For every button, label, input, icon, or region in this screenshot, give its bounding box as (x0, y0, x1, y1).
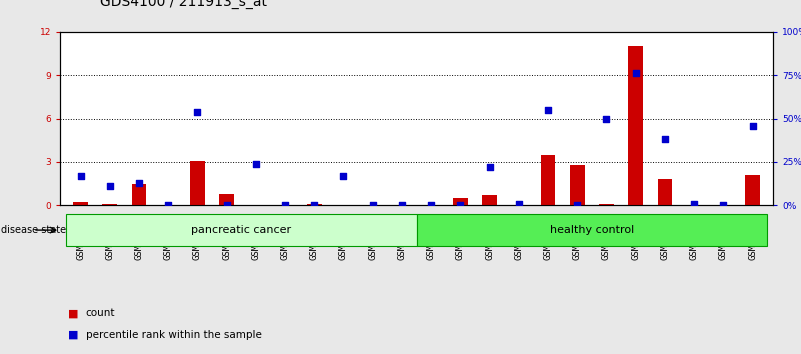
Text: GSM356796: GSM356796 (76, 212, 85, 261)
Point (541, 107, 554, 113)
Text: GSM356802: GSM356802 (252, 212, 260, 261)
Text: GSM356801: GSM356801 (222, 212, 231, 261)
Bar (453, 198, 468, 205)
Text: GSM356819: GSM356819 (748, 212, 757, 261)
Point (425, 202, 437, 208)
Point (600, 116, 613, 121)
Text: GSM356810: GSM356810 (485, 212, 494, 261)
Bar (658, 179, 672, 205)
Point (571, 202, 584, 208)
Bar (628, 46, 643, 205)
Bar (417, 214, 767, 246)
Point (337, 173, 350, 179)
Text: GSM356808: GSM356808 (427, 212, 436, 261)
Text: GSM356804: GSM356804 (310, 212, 319, 261)
Text: GSM356803: GSM356803 (280, 212, 289, 261)
Bar (190, 160, 205, 205)
Text: GSM356797: GSM356797 (105, 212, 115, 261)
Bar (570, 165, 585, 205)
Text: ■: ■ (68, 330, 78, 339)
Bar (482, 195, 497, 205)
Point (132, 180, 145, 185)
Text: percentile rank within the sample: percentile rank within the sample (86, 330, 262, 339)
Text: healthy control: healthy control (549, 225, 634, 235)
Point (746, 123, 759, 129)
Text: count: count (86, 308, 115, 318)
Point (658, 137, 671, 142)
Bar (219, 194, 234, 205)
Text: ■: ■ (68, 308, 78, 318)
Point (220, 202, 233, 208)
Point (191, 109, 203, 114)
Point (74, 173, 87, 179)
Point (630, 71, 642, 76)
Text: GSM356811: GSM356811 (514, 212, 523, 261)
Text: GSM356815: GSM356815 (631, 212, 640, 261)
Text: GSM356818: GSM356818 (718, 212, 728, 261)
Point (249, 161, 262, 166)
Text: GSM356798: GSM356798 (135, 212, 143, 261)
Text: GSM356816: GSM356816 (660, 212, 670, 261)
Text: GSM356800: GSM356800 (193, 212, 202, 261)
Text: GSM356814: GSM356814 (602, 212, 611, 261)
Point (103, 183, 116, 189)
Point (396, 202, 409, 208)
Text: GSM356813: GSM356813 (573, 212, 582, 261)
Text: GSM356809: GSM356809 (456, 212, 465, 261)
Bar (73, 202, 88, 205)
Point (483, 164, 496, 170)
Point (162, 202, 175, 208)
Point (308, 202, 320, 208)
Text: GSM356812: GSM356812 (544, 212, 553, 261)
Bar (307, 204, 321, 205)
Point (279, 202, 292, 208)
Text: disease state: disease state (1, 225, 66, 235)
Bar (745, 175, 760, 205)
Point (688, 201, 701, 206)
Text: GSM356799: GSM356799 (163, 212, 173, 261)
Point (717, 202, 730, 208)
Bar (541, 155, 555, 205)
Text: GSM356817: GSM356817 (690, 212, 698, 261)
Text: GSM356806: GSM356806 (368, 212, 377, 261)
Bar (103, 204, 117, 205)
Text: GSM356807: GSM356807 (397, 212, 406, 261)
Point (366, 202, 379, 208)
Bar (66, 214, 417, 246)
Point (513, 201, 525, 206)
Bar (131, 184, 147, 205)
Text: GSM356805: GSM356805 (339, 212, 348, 261)
Point (454, 202, 467, 208)
Text: GDS4100 / 211913_s_at: GDS4100 / 211913_s_at (100, 0, 267, 9)
Bar (599, 204, 614, 205)
Text: pancreatic cancer: pancreatic cancer (191, 225, 292, 235)
